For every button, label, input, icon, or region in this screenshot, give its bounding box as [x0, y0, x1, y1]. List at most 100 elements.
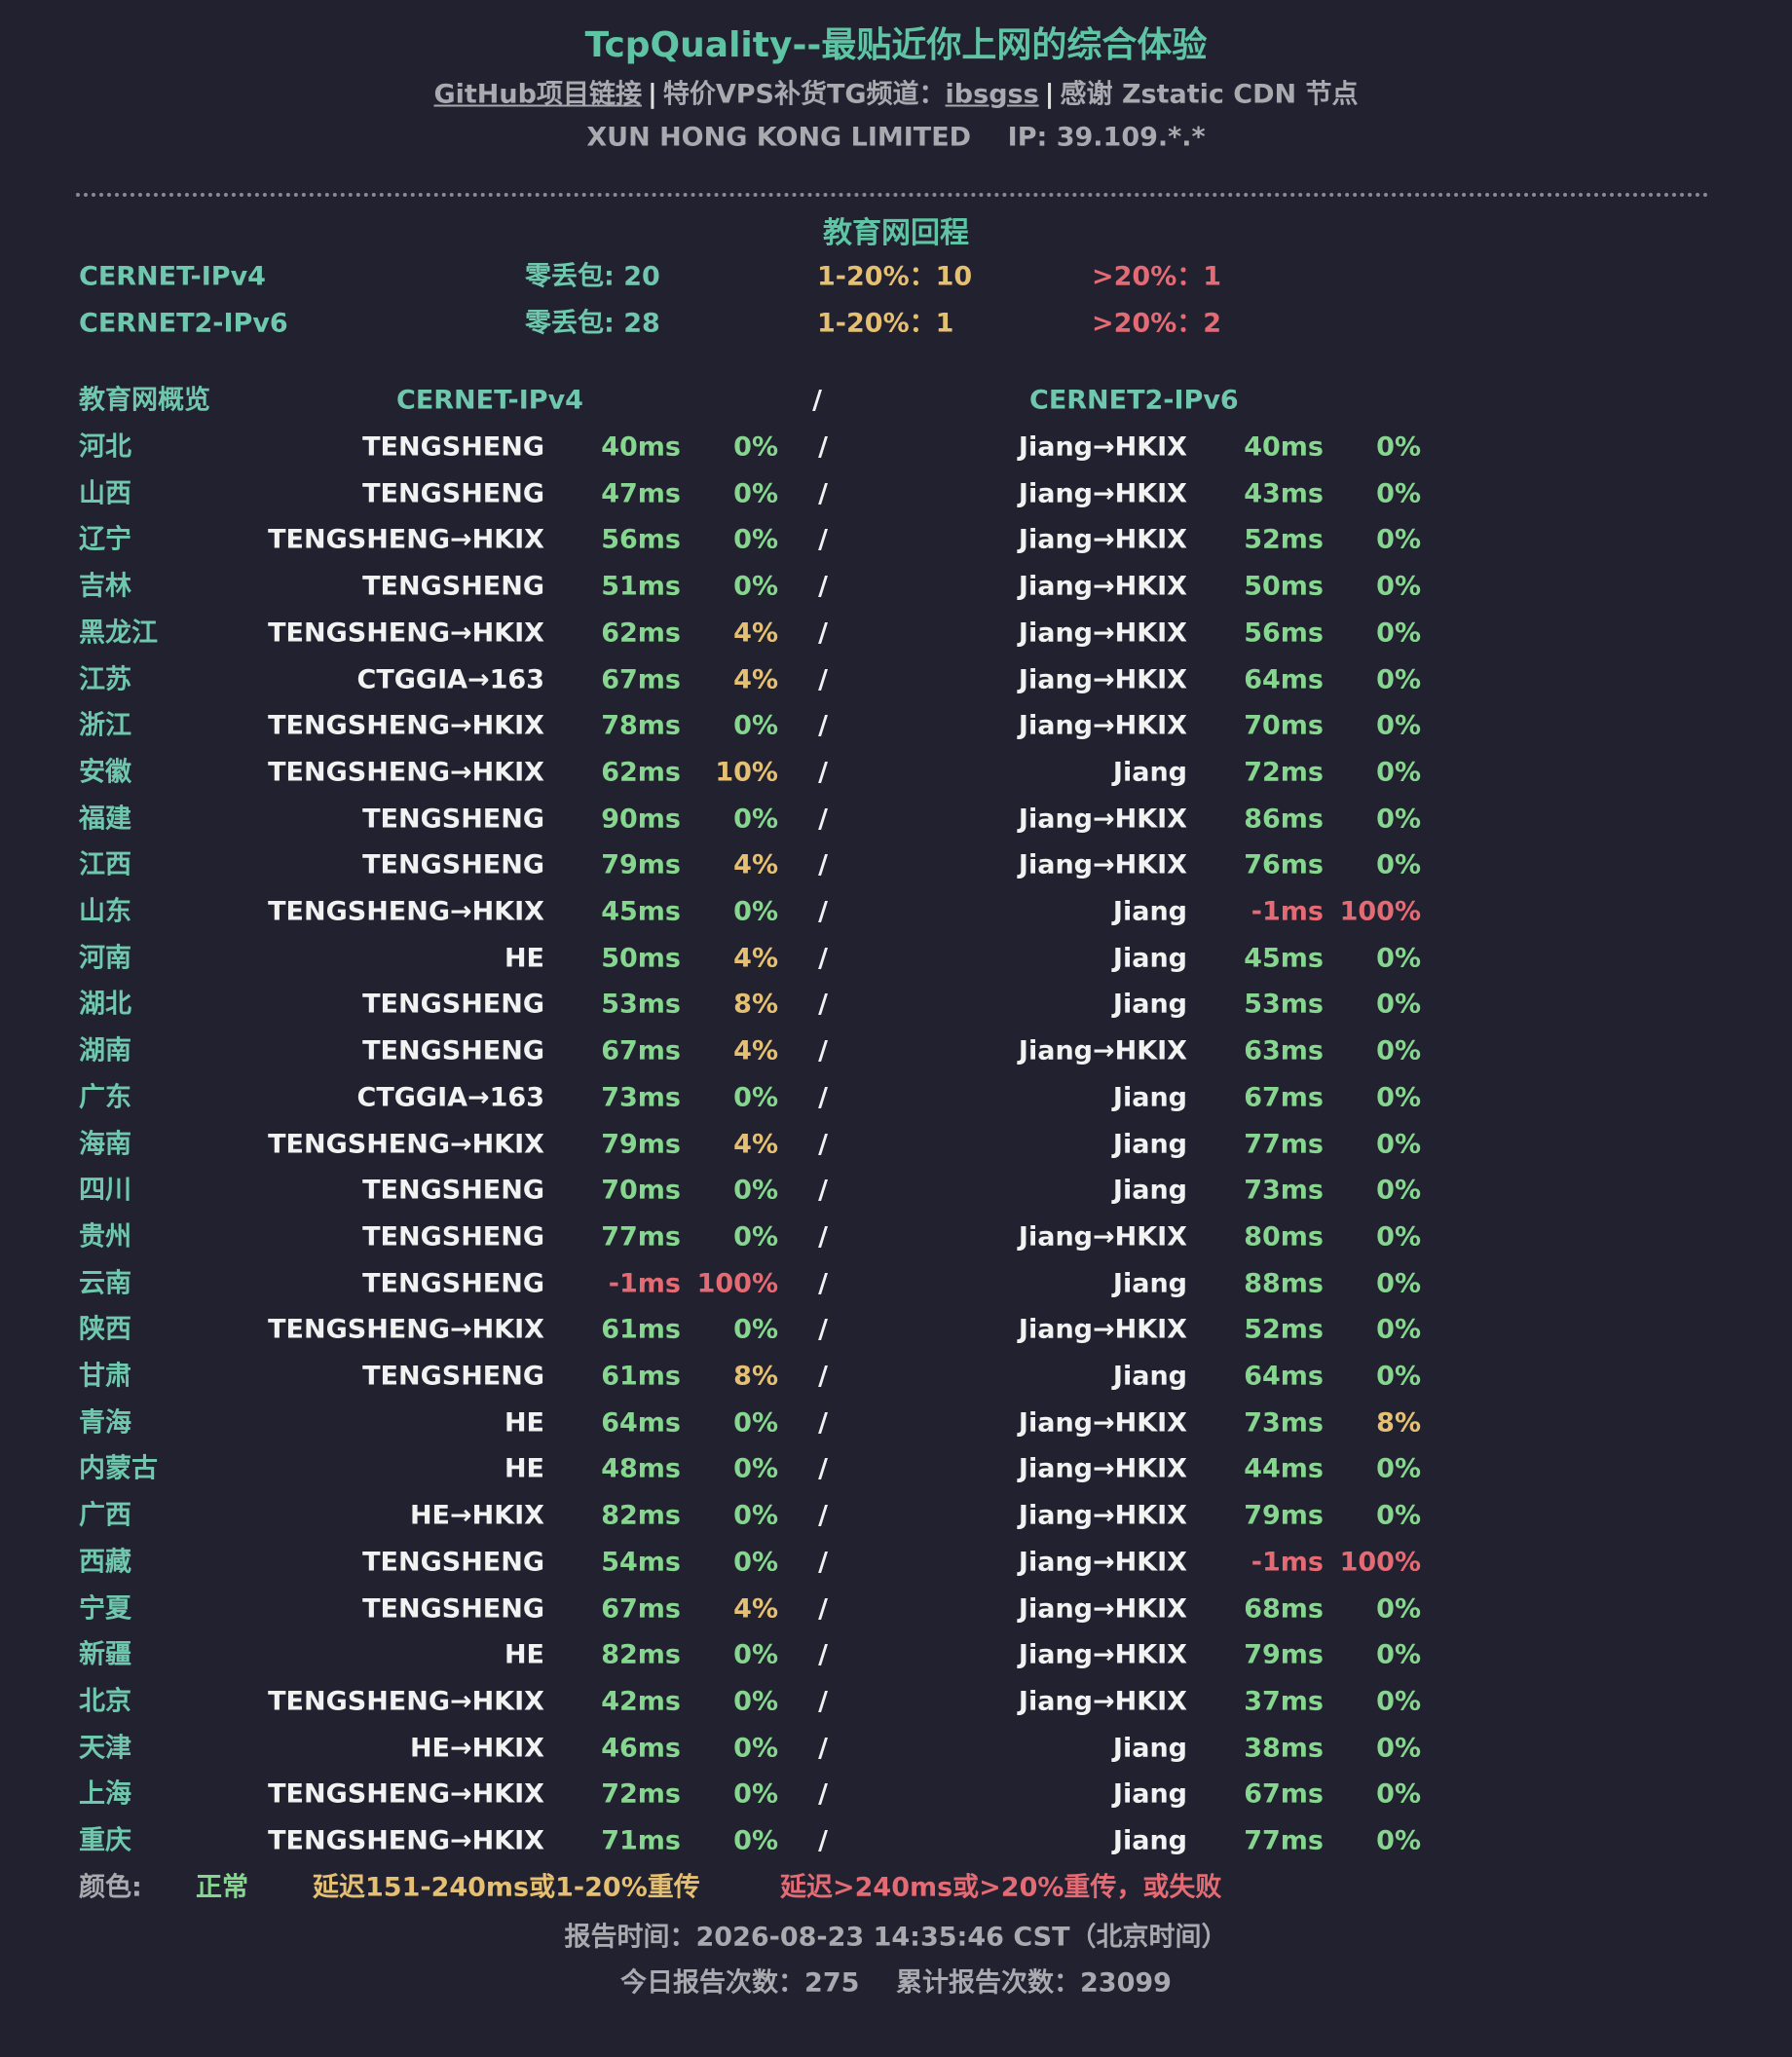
legend-label: 颜色: — [79, 1872, 142, 1903]
ipv6-loss: 0% — [1376, 1593, 1421, 1624]
province: 天津 — [79, 1733, 131, 1764]
ipv6-latency: 64ms — [1244, 1361, 1324, 1392]
province: 安徽 — [79, 757, 131, 788]
ipv4-route: TENGSHENG — [362, 571, 544, 602]
province: 青海 — [79, 1407, 131, 1439]
ipv4-loss: 0% — [733, 1500, 778, 1531]
province: 湖北 — [79, 989, 131, 1020]
separator: / — [818, 617, 828, 649]
province: 福建 — [79, 804, 131, 835]
ipv4-route: TENGSHENG→HKIX — [268, 1825, 544, 1856]
ipv4-route: TENGSHENG — [362, 1268, 544, 1299]
ipv6-loss: 0% — [1376, 1035, 1421, 1066]
ipv6-loss: 0% — [1376, 989, 1421, 1020]
ipv6-route: Jiang→HKIX — [1018, 431, 1187, 463]
separator: / — [818, 896, 828, 927]
ipv4-latency: 47ms — [601, 478, 681, 509]
ipv6-loss: 0% — [1376, 943, 1421, 974]
ipv4-route: TENGSHENG→HKIX — [268, 1129, 544, 1159]
ipv6-route: Jiang→HKIX — [1018, 1035, 1187, 1066]
ipv4-loss: 0% — [733, 1082, 778, 1113]
summary-cell: 零丢包: 20 — [525, 261, 660, 292]
separator: / — [818, 1686, 828, 1717]
province: 四川 — [79, 1175, 131, 1206]
header-links: GitHub项目链接 | 特价VPS补货TG频道：ibsgss | 感谢 Zstatic… — [0, 73, 1792, 111]
province: 贵州 — [79, 1221, 131, 1253]
summary-cell: 零丢包: 28 — [525, 308, 660, 339]
ipv4-route: TENGSHENG→HKIX — [268, 757, 544, 788]
province: 河南 — [79, 943, 131, 974]
separator: / — [818, 804, 828, 835]
ipv6-latency: 77ms — [1244, 1825, 1324, 1856]
link[interactable]: ibsgss — [945, 79, 1039, 110]
header-text: | — [1044, 79, 1055, 110]
column-header: CERNET2-IPv6 — [1029, 385, 1239, 416]
separator: / — [818, 1500, 828, 1531]
ipv6-latency: 88ms — [1244, 1268, 1324, 1299]
ipv4-loss: 0% — [733, 1733, 778, 1764]
ipv4-latency: 56ms — [601, 524, 681, 555]
ipv6-loss: 0% — [1376, 1082, 1421, 1113]
isp: XUN HONG KONG LIMITED — [586, 122, 972, 153]
ipv4-latency: 73ms — [601, 1082, 681, 1113]
province: 上海 — [79, 1778, 131, 1810]
ipv6-latency: 68ms — [1244, 1593, 1324, 1624]
ipv6-latency: 76ms — [1244, 849, 1324, 880]
separator: / — [818, 524, 828, 555]
ipv6-loss: 0% — [1376, 1639, 1421, 1670]
ipv4-latency: 70ms — [601, 1175, 681, 1206]
ipv6-route: Jiang — [1112, 1733, 1187, 1764]
header-text: 感谢 Zstatic CDN 节点 — [1060, 79, 1359, 110]
province: 新疆 — [79, 1639, 131, 1670]
province: 海南 — [79, 1129, 131, 1159]
ipv6-latency: 86ms — [1244, 804, 1324, 835]
separator: / — [818, 943, 828, 974]
separator: / — [818, 1361, 828, 1392]
summary-cell: CERNET-IPv4 — [79, 261, 266, 292]
link[interactable]: GitHub项目链接 — [433, 79, 642, 110]
ipv6-route: Jiang→HKIX — [1018, 1500, 1187, 1531]
ipv6-route: Jiang→HKIX — [1018, 1639, 1187, 1670]
ipv6-latency: 73ms — [1244, 1175, 1324, 1206]
ipv4-latency: 61ms — [601, 1314, 681, 1345]
ipv6-latency: 79ms — [1244, 1500, 1324, 1531]
ipv6-loss: 0% — [1376, 1221, 1421, 1253]
ipv4-loss: 8% — [733, 989, 778, 1020]
ipv6-loss: 0% — [1376, 804, 1421, 835]
province: 湖南 — [79, 1035, 131, 1066]
ipv4-latency: 50ms — [601, 943, 681, 974]
summary-cell: CERNET2-IPv6 — [79, 308, 288, 339]
ipv6-loss: 0% — [1376, 664, 1421, 694]
ipv4-loss: 0% — [733, 1825, 778, 1856]
ipv6-route: Jiang→HKIX — [1018, 617, 1187, 649]
ipv4-latency: 67ms — [601, 1035, 681, 1066]
column-header: CERNET-IPv4 — [396, 385, 583, 416]
ipv6-loss: 0% — [1376, 1686, 1421, 1717]
separator: / — [818, 1035, 828, 1066]
separator: / — [818, 1082, 828, 1113]
ipv4-route: TENGSHENG — [362, 1175, 544, 1206]
ipv6-route: Jiang→HKIX — [1018, 478, 1187, 509]
ipv6-latency: 67ms — [1244, 1082, 1324, 1113]
ipv4-loss: 0% — [733, 1547, 778, 1578]
ipv4-loss: 0% — [733, 1407, 778, 1439]
ipv6-route: Jiang→HKIX — [1018, 1453, 1187, 1484]
legend-item: 正常 — [196, 1872, 248, 1903]
province: 重庆 — [79, 1825, 131, 1856]
separator: / — [818, 1825, 828, 1856]
separator: / — [818, 1129, 828, 1159]
ipv6-loss: 0% — [1376, 617, 1421, 649]
separator: / — [818, 664, 828, 694]
ipv4-route: HE — [504, 1407, 544, 1439]
ipv6-route: Jiang→HKIX — [1018, 1686, 1187, 1717]
ipv6-latency: -1ms — [1251, 896, 1324, 927]
ipv4-route: TENGSHENG→HKIX — [268, 710, 544, 741]
ipv4-latency: 78ms — [601, 710, 681, 741]
ipv4-route: TENGSHENG — [362, 1361, 544, 1392]
ipv4-latency: 42ms — [601, 1686, 681, 1717]
ipv6-latency: 43ms — [1244, 478, 1324, 509]
separator: / — [818, 1593, 828, 1624]
separator: / — [818, 1314, 828, 1345]
ipv4-loss: 0% — [733, 1778, 778, 1810]
ipv4-route: TENGSHENG→HKIX — [268, 1778, 544, 1810]
